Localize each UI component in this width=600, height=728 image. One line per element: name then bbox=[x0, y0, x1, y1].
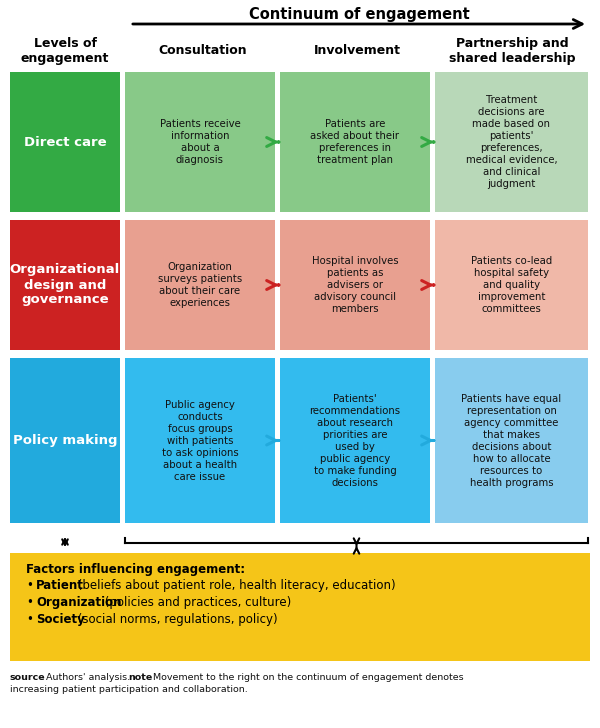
Text: Organizational
design and
governance: Organizational design and governance bbox=[10, 264, 120, 306]
Text: Treatment
decisions are
made based on
patients'
preferences,
medical evidence,
a: Treatment decisions are made based on pa… bbox=[466, 95, 557, 189]
Text: Patients have equal
representation on
agency committee
that makes
decisions abou: Patients have equal representation on ag… bbox=[461, 394, 562, 488]
Bar bbox=[280, 72, 430, 212]
Bar bbox=[435, 220, 588, 350]
Text: Patients receive
information
about a
diagnosis: Patients receive information about a dia… bbox=[160, 119, 241, 165]
Bar bbox=[280, 220, 430, 350]
Bar bbox=[125, 72, 275, 212]
Text: (social norms, regulations, policy): (social norms, regulations, policy) bbox=[74, 613, 277, 626]
Text: increasing patient participation and collaboration.: increasing patient participation and col… bbox=[10, 685, 248, 694]
Text: Public agency
conducts
focus groups
with patients
to ask opinions
about a health: Public agency conducts focus groups with… bbox=[161, 400, 238, 481]
Text: source: source bbox=[10, 673, 46, 682]
Text: Organization
surveys patients
about their care
experiences: Organization surveys patients about thei… bbox=[158, 262, 242, 308]
Text: Direct care: Direct care bbox=[23, 135, 106, 149]
Text: Society: Society bbox=[36, 613, 85, 626]
Bar bbox=[125, 220, 275, 350]
Text: •: • bbox=[26, 596, 33, 609]
Bar bbox=[280, 358, 430, 523]
Text: (policies and practices, culture): (policies and practices, culture) bbox=[101, 596, 291, 609]
Bar bbox=[435, 72, 588, 212]
Bar bbox=[125, 358, 275, 523]
Text: Levels of
engagement: Levels of engagement bbox=[21, 37, 109, 65]
Text: (beliefs about patient role, health literacy, education): (beliefs about patient role, health lite… bbox=[74, 579, 395, 592]
Text: Involvement: Involvement bbox=[314, 44, 401, 58]
Text: •: • bbox=[26, 579, 33, 592]
Text: Patients'
recommendations
about research
priorities are
used by
public agency
to: Patients' recommendations about research… bbox=[310, 394, 401, 488]
Text: Patients co-lead
hospital safety
and quality
improvement
committees: Patients co-lead hospital safety and qua… bbox=[471, 256, 552, 314]
Text: Patients are
asked about their
preferences in
treatment plan: Patients are asked about their preferenc… bbox=[311, 119, 400, 165]
Text: Policy making: Policy making bbox=[13, 434, 117, 447]
Bar bbox=[10, 553, 590, 661]
Text: Movement to the right on the continuum of engagement denotes: Movement to the right on the continuum o… bbox=[153, 673, 464, 682]
Bar bbox=[10, 72, 120, 212]
Text: Organization: Organization bbox=[36, 596, 121, 609]
Text: Partnership and
shared leadership: Partnership and shared leadership bbox=[449, 37, 576, 65]
Text: Authors' analysis.: Authors' analysis. bbox=[46, 673, 132, 682]
Bar bbox=[10, 358, 120, 523]
Text: Continuum of engagement: Continuum of engagement bbox=[248, 7, 469, 22]
Text: Factors influencing engagement:: Factors influencing engagement: bbox=[26, 563, 245, 576]
Text: Consultation: Consultation bbox=[158, 44, 247, 58]
Text: Hospital involves
patients as
advisers or
advisory council
members: Hospital involves patients as advisers o… bbox=[311, 256, 398, 314]
Text: note: note bbox=[128, 673, 152, 682]
Text: Patient: Patient bbox=[36, 579, 84, 592]
Text: •: • bbox=[26, 613, 33, 626]
Bar bbox=[435, 358, 588, 523]
Bar bbox=[10, 220, 120, 350]
